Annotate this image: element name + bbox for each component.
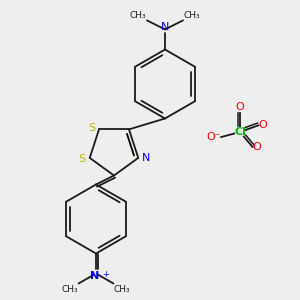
Text: S: S [88,124,95,134]
Text: CH₃: CH₃ [61,285,78,294]
Text: O: O [253,142,261,152]
Text: N: N [91,271,100,281]
Text: O: O [236,103,244,112]
Text: O: O [258,120,267,130]
Text: CH₃: CH₃ [184,11,200,20]
Text: CH₃: CH₃ [114,285,130,294]
Text: Cl: Cl [234,127,246,137]
Text: +: + [102,270,109,279]
Text: S: S [79,154,86,164]
Text: N: N [142,153,150,163]
Text: CH₃: CH₃ [130,11,146,20]
Text: O⁻: O⁻ [206,132,221,142]
Text: N: N [161,22,169,32]
